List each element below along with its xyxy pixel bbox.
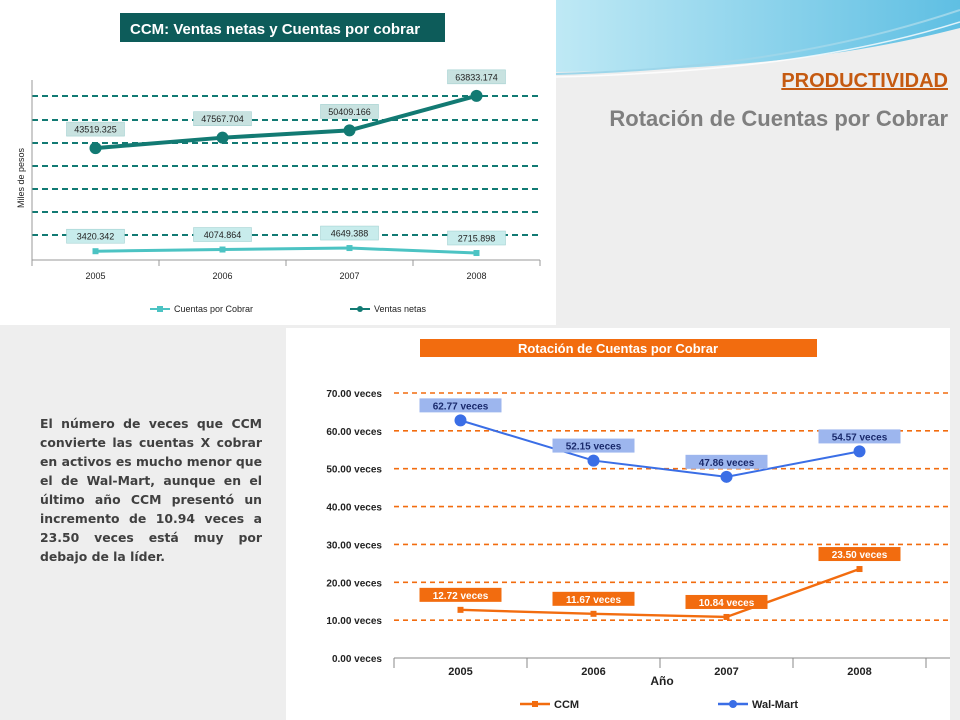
chart2-data-label-box <box>818 547 901 562</box>
chart2-data-label-box <box>552 438 635 453</box>
chart1-data-label-box <box>193 111 252 126</box>
slide-title: PRODUCTIVIDAD <box>781 70 948 92</box>
chart2-y-tick-label: 60.00 veces <box>326 427 382 438</box>
chart1-data-label-box <box>66 121 125 137</box>
chart1-data-label-box <box>447 230 506 246</box>
chart1-x-tick-label: 2005 <box>85 271 105 281</box>
chart2-data-label-ccm: 23.50 veces <box>832 550 888 561</box>
chart-rotacion-svg: Rotación de Cuentas por Cobrar 0.00 veces… <box>326 339 950 711</box>
chart2-data-label-box <box>685 454 768 469</box>
chart1-data-label-ventas-netas: 43519.325 <box>74 125 117 135</box>
chart2-point-wal-mart <box>720 470 733 483</box>
chart2-x-tick-label: 2006 <box>581 666 605 678</box>
chart2-data-label-ccm: 12.72 veces <box>433 591 489 602</box>
chart1-point-cuentas-por-cobrar <box>92 248 99 255</box>
chart2-data-label-wal-mart: 52.15 veces <box>566 442 622 453</box>
chart2-data-label-ccm: 10.84 veces <box>699 598 755 609</box>
chart2-data-label-box <box>818 429 901 444</box>
chart2-legend-marker-wal-mart <box>729 700 737 708</box>
chart2-y-tick-label: 10.00 veces <box>326 616 382 627</box>
chart1-data-label-ventas-netas: 63833.174 <box>455 72 498 82</box>
chart2-point-ccm <box>856 566 863 573</box>
chart1-point-ventas-netas <box>89 142 102 155</box>
chart1-data-label-box <box>66 228 125 244</box>
slide-subtitle: Rotación de Cuentas por Cobrar <box>609 106 948 131</box>
chart1-data-label-box <box>193 227 252 242</box>
chart2-data-label-wal-mart: 47.86 veces <box>699 458 755 469</box>
chart1-data-label-cuentas-por-cobrar: 2715.898 <box>458 234 496 244</box>
chart2-data-label-box <box>419 398 502 413</box>
chart2-data-label-ccm: 11.67 veces <box>566 595 621 606</box>
chart2-x-tick-label: 2005 <box>448 666 472 678</box>
chart-ventas-cuentas: CCM: Ventas netas y Cuentas por cobrar 20… <box>0 0 556 325</box>
chart2-y-tick-label: 20.00 veces <box>326 578 382 589</box>
chart1-title-box <box>120 13 445 42</box>
chart1-point-cuentas-por-cobrar <box>473 250 480 257</box>
chart2-data-label-box <box>685 594 768 609</box>
decorative-wave <box>555 0 960 78</box>
chart1-data-label-ventas-netas: 50409.166 <box>328 107 371 117</box>
chart2-y-tick-label: 30.00 veces <box>326 540 382 551</box>
chart2-point-ccm <box>723 613 730 620</box>
chart2-line-wal-mart <box>460 419 860 478</box>
chart1-line-cuentas-por-cobrar <box>95 246 477 255</box>
chart2-point-ccm <box>590 610 597 617</box>
chart2-data-label-box <box>419 587 502 602</box>
chart1-line-ventas-netas <box>95 93 478 151</box>
chart1-point-ventas-netas <box>216 131 229 144</box>
chart1-data-label-box <box>320 104 379 119</box>
chart1-point-ventas-netas <box>470 89 483 102</box>
chart2-line-ccm <box>460 567 860 619</box>
description-text: El número de veces que CCM convierte las… <box>40 416 262 564</box>
chart1-data-label-cuentas-por-cobrar: 4074.864 <box>204 230 242 240</box>
chart2-point-wal-mart <box>853 445 866 458</box>
chart1-data-label-cuentas-por-cobrar: 4649.388 <box>331 229 369 239</box>
chart1-data-label-box <box>320 225 379 241</box>
chart2-title: Rotación de Cuentas por Cobrar <box>518 341 718 356</box>
chart1-legend-marker-cuentas-por-cobrar <box>157 306 163 312</box>
chart2-legend-marker-ccm <box>532 701 538 707</box>
chart1-y-label: Miles de pesos <box>16 147 26 208</box>
chart1-point-cuentas-por-cobrar <box>219 246 226 253</box>
chart2-title-box <box>420 339 817 357</box>
chart2-point-wal-mart <box>454 414 467 427</box>
chart2-data-label-box <box>552 591 635 606</box>
chart-ventas-cuentas-svg: CCM: Ventas netas y Cuentas por cobrar 20… <box>16 13 541 314</box>
chart1-point-cuentas-por-cobrar <box>346 245 353 252</box>
chart2-data-label-wal-mart: 54.57 veces <box>832 432 888 443</box>
chart2-x-tick-label: 2008 <box>847 666 871 678</box>
chart2-y-tick-label: 70.00 veces <box>326 389 382 400</box>
chart2-x-tick-label: 2007 <box>714 666 738 678</box>
chart1-x-tick-label: 2006 <box>212 271 232 281</box>
chart1-legend-label-cuentas-por-cobrar: Cuentas por Cobrar <box>174 304 253 314</box>
chart1-point-ventas-netas <box>343 124 356 137</box>
chart2-x-label: Año <box>650 674 673 688</box>
chart2-data-label-wal-mart: 62.77 veces <box>433 401 489 412</box>
chart2-legend-label-ccm: CCM <box>554 699 579 711</box>
chart1-x-tick-label: 2007 <box>339 271 359 281</box>
chart1-data-label-ventas-netas: 47567.704 <box>201 114 244 124</box>
chart1-x-tick-label: 2008 <box>466 271 486 281</box>
chart2-point-ccm <box>457 606 464 613</box>
chart2-y-tick-label: 40.00 veces <box>326 503 382 514</box>
chart1-data-label-cuentas-por-cobrar: 3420.342 <box>77 232 115 242</box>
chart1-legend-marker-ventas-netas <box>357 306 363 312</box>
chart-rotacion: Rotación de Cuentas por Cobrar 0.00 veces… <box>286 328 950 720</box>
chart2-y-tick-label: 0.00 veces <box>332 654 382 665</box>
chart1-legend-label-ventas-netas: Ventas netas <box>374 304 427 314</box>
chart2-y-tick-label: 50.00 veces <box>326 465 382 476</box>
chart1-title: CCM: Ventas netas y Cuentas por cobrar <box>130 21 420 38</box>
chart2-legend-label-wal-mart: Wal-Mart <box>752 699 798 711</box>
chart2-point-wal-mart <box>587 454 600 467</box>
chart1-data-label-box <box>447 69 506 85</box>
